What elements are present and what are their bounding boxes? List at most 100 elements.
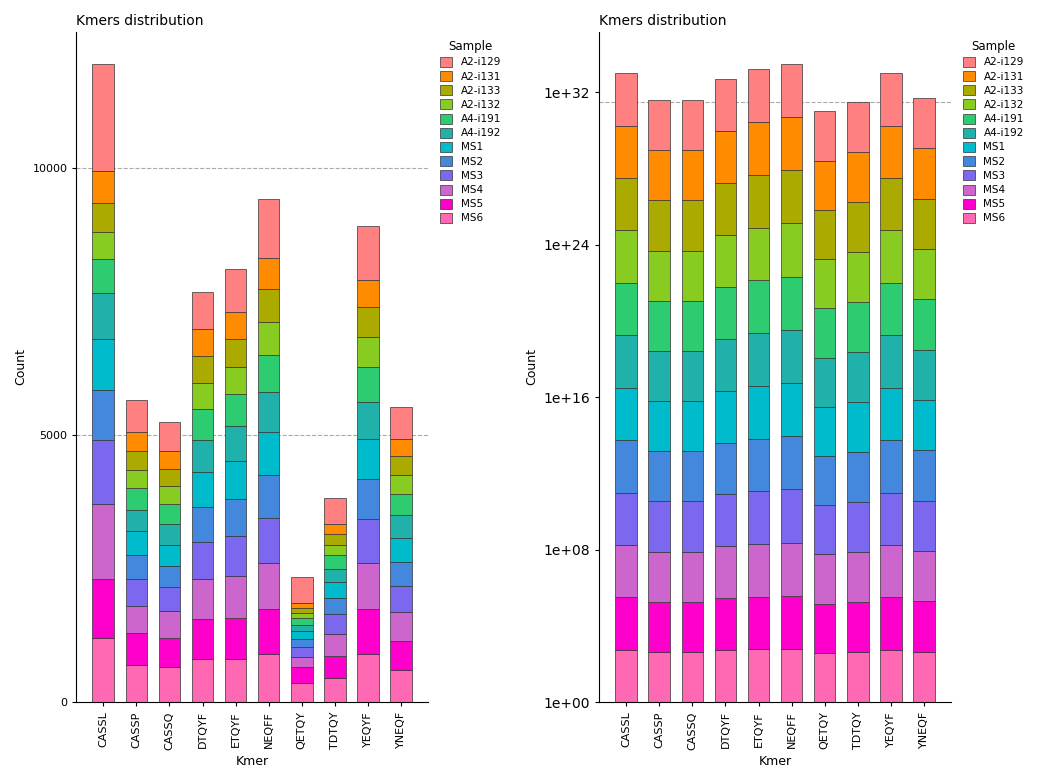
Bar — [291, 613, 312, 619]
Bar — [847, 502, 868, 552]
Bar — [158, 667, 180, 702]
Bar — [126, 531, 147, 555]
Bar — [357, 654, 379, 702]
Bar — [649, 501, 670, 551]
Bar — [913, 300, 935, 350]
Bar — [357, 307, 379, 337]
Bar — [615, 335, 637, 388]
Bar — [781, 383, 803, 436]
Bar — [158, 587, 180, 612]
Legend: A2-i129, A2-i131, A2-i133, A2-i132, A4-i191, A4-i192, MS1, MS2, MS3, MS4, MS5, M: A2-i129, A2-i131, A2-i133, A2-i132, A4-i… — [960, 37, 1027, 227]
Bar — [913, 652, 935, 702]
Bar — [225, 339, 247, 367]
Bar — [715, 287, 736, 339]
Bar — [715, 235, 736, 287]
Bar — [682, 301, 703, 351]
Bar — [324, 634, 346, 655]
Bar — [913, 500, 935, 551]
Bar — [715, 598, 736, 650]
Bar — [781, 117, 803, 170]
Bar — [715, 390, 736, 443]
Bar — [192, 542, 213, 579]
Bar — [682, 401, 703, 451]
Bar — [615, 440, 637, 493]
Bar — [649, 602, 670, 652]
Bar — [881, 650, 902, 702]
Bar — [649, 351, 670, 401]
Bar — [747, 491, 769, 544]
Y-axis label: Count: Count — [525, 349, 538, 386]
Bar — [357, 563, 379, 608]
Bar — [158, 504, 180, 524]
Bar — [324, 524, 346, 534]
Bar — [682, 100, 703, 150]
Bar — [615, 231, 637, 283]
X-axis label: Kmer: Kmer — [759, 755, 791, 768]
Bar — [357, 368, 379, 402]
Bar — [913, 601, 935, 652]
Bar — [126, 470, 147, 489]
Bar — [225, 367, 247, 394]
Bar — [291, 647, 312, 657]
Bar — [847, 652, 868, 702]
Bar — [682, 602, 703, 652]
Bar — [682, 652, 703, 702]
Bar — [649, 301, 670, 351]
Bar — [814, 357, 836, 407]
Bar — [390, 670, 412, 702]
Bar — [747, 386, 769, 439]
Bar — [158, 468, 180, 486]
Bar — [615, 178, 637, 231]
Bar — [258, 355, 279, 393]
Bar — [291, 604, 312, 608]
Bar — [814, 407, 836, 456]
Bar — [814, 111, 836, 160]
Bar — [682, 200, 703, 250]
Bar — [324, 582, 346, 598]
Bar — [615, 74, 637, 126]
Bar — [258, 608, 279, 654]
Bar — [324, 534, 346, 544]
Bar — [126, 400, 147, 432]
Bar — [258, 199, 279, 258]
Bar — [390, 561, 412, 586]
Bar — [93, 579, 113, 638]
Bar — [649, 401, 670, 451]
Bar — [814, 554, 836, 604]
Bar — [258, 518, 279, 563]
Bar — [192, 440, 213, 472]
Bar — [781, 543, 803, 596]
Bar — [126, 451, 147, 470]
Bar — [747, 70, 769, 122]
Bar — [291, 576, 312, 604]
Bar — [814, 160, 836, 210]
Bar — [258, 289, 279, 321]
Bar — [881, 545, 902, 597]
Bar — [682, 451, 703, 501]
Bar — [93, 170, 113, 203]
Bar — [715, 183, 736, 235]
Bar — [747, 281, 769, 333]
Bar — [192, 410, 213, 440]
Bar — [814, 456, 836, 505]
Bar — [715, 494, 736, 547]
Bar — [781, 596, 803, 649]
Bar — [881, 126, 902, 178]
Bar — [158, 451, 180, 468]
Bar — [814, 210, 836, 259]
Bar — [649, 451, 670, 501]
Bar — [847, 302, 868, 352]
Bar — [847, 402, 868, 452]
Bar — [715, 443, 736, 494]
Bar — [615, 283, 637, 335]
Bar — [881, 178, 902, 231]
Bar — [158, 612, 180, 638]
Bar — [913, 249, 935, 300]
Bar — [126, 555, 147, 579]
Bar — [192, 659, 213, 702]
Bar — [649, 652, 670, 702]
Bar — [682, 250, 703, 301]
Bar — [158, 638, 180, 667]
Bar — [126, 510, 147, 531]
Bar — [781, 330, 803, 383]
